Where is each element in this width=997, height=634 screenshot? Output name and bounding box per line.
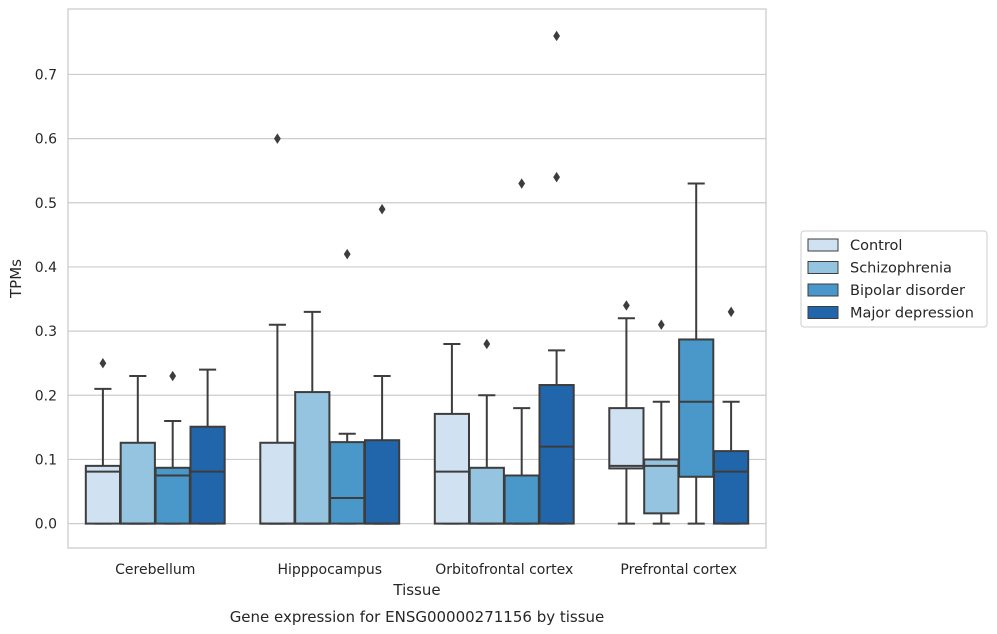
legend-entry-label: Schizophrenia	[850, 261, 952, 277]
box-body	[84, 464, 122, 525]
outlier-point	[343, 248, 351, 260]
x-axis-label: Tissue	[392, 581, 440, 599]
y-tick-label: 0.6	[35, 132, 57, 148]
legend-frame	[800, 230, 988, 328]
y-tick-label: 0.0	[35, 517, 57, 533]
box-body	[678, 338, 715, 478]
box-body	[712, 450, 750, 525]
box-body	[154, 466, 191, 525]
box-bipolar-disorder	[503, 178, 540, 525]
box-major-depression	[189, 368, 226, 525]
box-body	[503, 474, 540, 525]
outlier-point	[553, 30, 560, 42]
x-tick-labels: Cerebellum Hipppocampus Orbitofrontal cort…	[115, 562, 737, 578]
figure-caption: Gene expression for ENSG00000271156 by t…	[230, 608, 605, 626]
box-bipolar-disorder	[329, 248, 366, 525]
box-body	[119, 441, 156, 525]
box-schizophrenia	[643, 319, 680, 525]
legend-swatch	[807, 306, 839, 319]
legend: Control Schizophrenia Bipolar disorder Majo…	[800, 230, 988, 328]
box-bipolar-disorder	[154, 370, 191, 525]
legend-entry-label: Major depression	[850, 306, 974, 322]
y-tick-labels: 0.0 0.1 0.2 0.3 0.4 0.5 0.6 0.7	[35, 67, 57, 532]
outlier-point	[274, 133, 281, 144]
box-body	[363, 439, 401, 525]
outlier-point	[483, 338, 491, 350]
legend-swatch	[807, 261, 839, 274]
box-body	[329, 441, 366, 525]
y-tick-label: 0.7	[35, 67, 57, 83]
box-schizophrenia	[468, 338, 505, 525]
plot-background	[68, 9, 766, 548]
outlier-point	[378, 204, 386, 215]
box-body	[189, 425, 226, 525]
box-body	[468, 466, 505, 525]
outlier-point	[657, 319, 665, 330]
y-tick-label: 0.4	[35, 260, 57, 276]
plot-frame	[67, 8, 767, 549]
x-tick-label: Prefrontal cortex	[620, 562, 737, 578]
legend-entry-label: Control	[850, 238, 902, 254]
legend-swatch	[807, 283, 839, 297]
outlier-point	[727, 306, 735, 318]
box-body	[433, 412, 471, 525]
box-major-depression	[712, 306, 750, 525]
x-tick-label: Orbitofrontal cortex	[435, 562, 573, 578]
box-control	[433, 342, 471, 525]
box-major-depression	[363, 204, 401, 525]
box-body	[643, 458, 680, 515]
y-tick-label: 0.2	[35, 388, 57, 404]
y-tick-label: 0.5	[35, 196, 57, 212]
outlier-point	[99, 358, 107, 369]
box-body	[259, 441, 296, 525]
y-tick-label: 0.3	[35, 324, 57, 340]
x-tick-label: Cerebellum	[115, 562, 195, 578]
x-tick-label: Hipppocampus	[277, 562, 382, 578]
box-major-depression	[538, 30, 575, 525]
box-body	[608, 407, 645, 470]
outlier-point	[518, 178, 526, 189]
y-axis-label: TPMs	[7, 259, 25, 299]
legend-swatch	[807, 238, 839, 252]
y-tick-label: 0.1	[35, 452, 57, 468]
boxes	[84, 30, 750, 525]
outlier-point	[623, 300, 630, 311]
box-bipolar-disorder	[678, 182, 715, 525]
outlier-point	[553, 171, 560, 183]
box-body	[538, 384, 575, 525]
outlier-point	[169, 370, 177, 382]
box-schizophrenia	[119, 375, 156, 525]
box-control	[608, 300, 645, 525]
box-body	[294, 391, 331, 525]
box-control	[259, 133, 296, 525]
legend-entry-label: Bipolar disorder	[850, 283, 965, 299]
